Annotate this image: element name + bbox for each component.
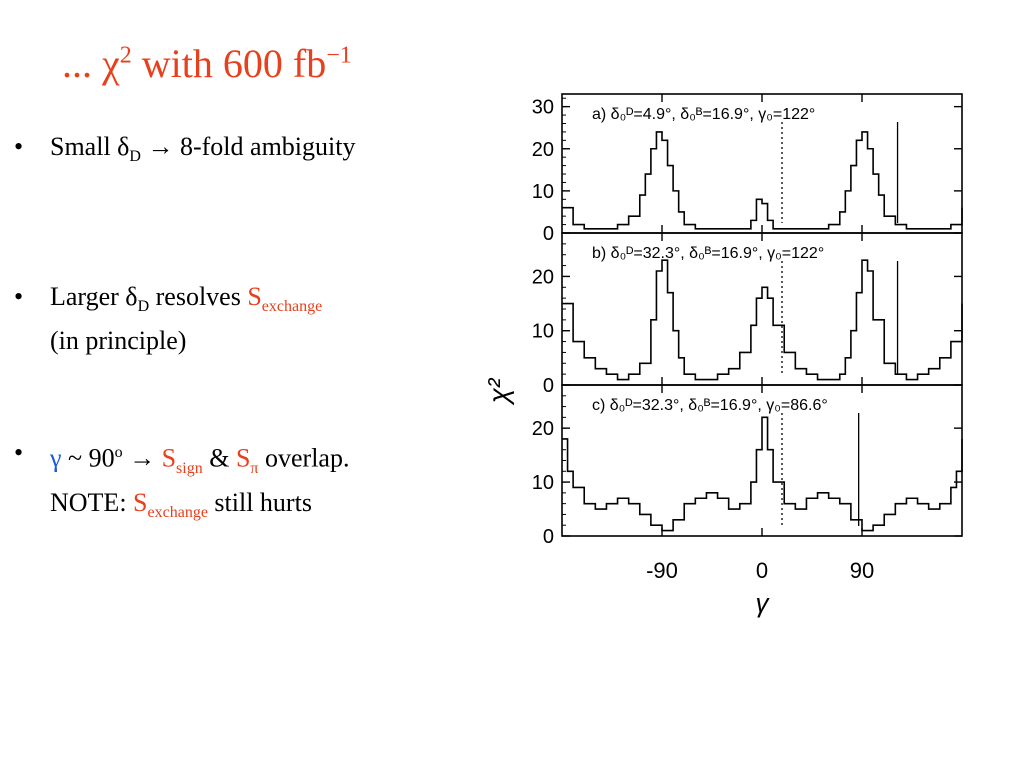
x-tick-label: 0 xyxy=(756,558,768,583)
y-tick-label: 20 xyxy=(532,418,554,440)
x-axis-label: γ xyxy=(756,588,771,618)
y-tick-label: 30 xyxy=(532,97,554,119)
series-line xyxy=(562,416,963,532)
x-tick-label: 90 xyxy=(850,558,874,583)
title-prefix: ... χ xyxy=(62,41,120,86)
y-tick-label: 0 xyxy=(543,223,554,245)
bullet-text: Larger δD resolves Sexchange (in principl… xyxy=(50,280,322,358)
y-tick-label: 10 xyxy=(532,181,554,203)
series-line xyxy=(562,131,963,230)
b1-s-sub: exchange xyxy=(261,298,323,316)
b2-b: → xyxy=(122,443,162,473)
y-tick-label: 0 xyxy=(543,526,554,548)
title-sup2: −1 xyxy=(326,42,352,69)
b2-end: still hurts xyxy=(207,487,312,517)
y-tick-label: 20 xyxy=(532,139,554,161)
b2-s3: S xyxy=(133,487,148,517)
b0-post: → 8-fold ambiguity xyxy=(140,132,356,161)
y-tick-label: 10 xyxy=(532,472,554,494)
bullet-dot: • xyxy=(14,282,24,311)
y-tick-label: 20 xyxy=(532,266,554,288)
chi2-plot: 0 10 20 30 a) δ₀ᴰ=4.9°, δ₀ᴮ=16.9°, γ₀=122° χ²… xyxy=(483,93,963,618)
panel-label: b) δ₀ᴰ=32.3°, δ₀ᴮ=16.9°, γ₀=122° xyxy=(592,245,824,262)
bullet-dot: • xyxy=(14,132,24,161)
b2-sup: o xyxy=(114,444,123,461)
y-tick-label: 10 xyxy=(532,321,554,343)
b2-amp: & xyxy=(202,443,236,473)
slide-title: ... χ2 with 600 fb−1 xyxy=(62,40,352,87)
b2-s2: S xyxy=(235,443,251,473)
bullet-text: Small δD → 8-fold ambiguity xyxy=(50,130,355,174)
bullet-dot: • xyxy=(14,438,24,467)
b2-gamma: γ xyxy=(50,443,62,473)
title-sup: 2 xyxy=(119,42,132,69)
b1-pre: Larger δ xyxy=(50,282,138,311)
x-tick-label: -90 xyxy=(646,558,678,583)
b2-s1: S xyxy=(161,443,177,473)
b2-s3-sub: exchange xyxy=(147,504,208,522)
title-mid: with 600 fb xyxy=(131,41,327,86)
b2-s1-sub: sign xyxy=(176,459,203,477)
b2-a: ~ 90 xyxy=(61,443,115,473)
bullet-text: γ ~ 90o → Ssign & Sπ overlap. NOTE: Sexch… xyxy=(50,436,349,530)
b1-sub: D xyxy=(137,298,150,316)
b1-mid: resolves xyxy=(149,282,248,311)
series-line xyxy=(562,259,963,381)
b0-pre: Small δ xyxy=(50,132,130,161)
b2-note: NOTE: xyxy=(50,487,134,517)
b1-s: S xyxy=(247,282,262,311)
b2-s2-sub: π xyxy=(250,459,259,477)
b2-c: overlap. xyxy=(258,443,350,473)
y-axis-label: χ² xyxy=(483,377,514,406)
b0-sub: D xyxy=(129,148,141,166)
panel-label: a) δ₀ᴰ=4.9°, δ₀ᴮ=16.9°, γ₀=122° xyxy=(592,106,815,123)
panel-label: c) δ₀ᴰ=32.3°, δ₀ᴮ=16.9°, γ₀=86.6° xyxy=(592,397,828,414)
y-tick-label: 0 xyxy=(543,375,554,397)
b1-line2: (in principle) xyxy=(50,326,187,356)
